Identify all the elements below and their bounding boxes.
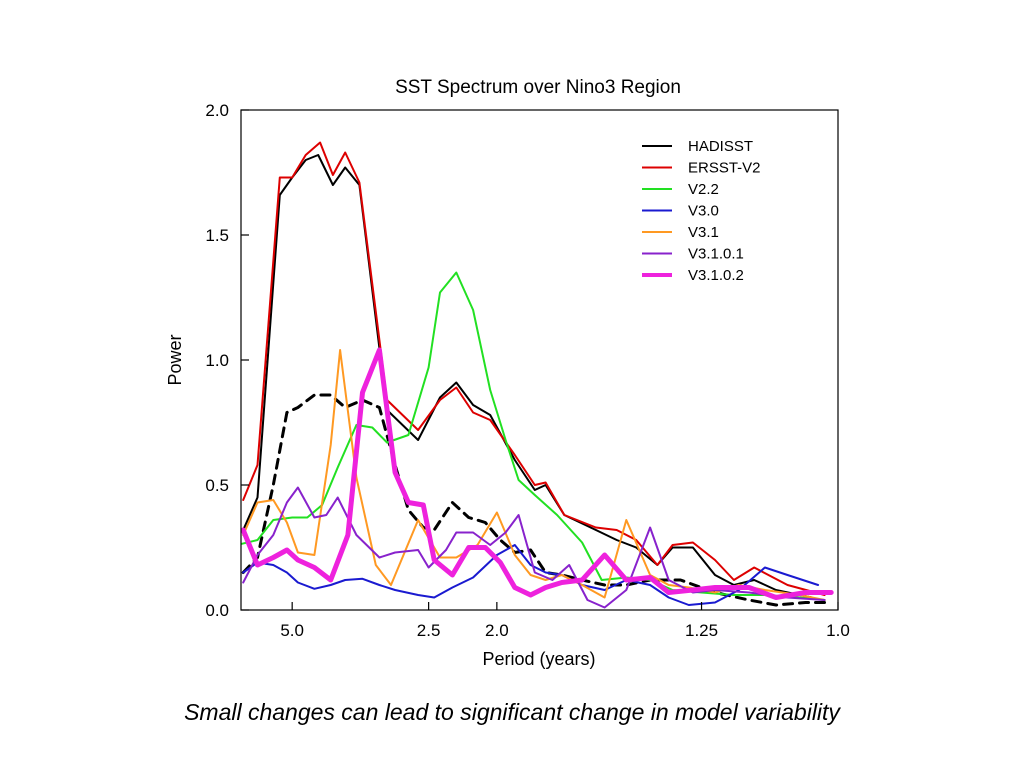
series-layer <box>241 141 834 609</box>
legend-label: V3.1 <box>688 224 719 241</box>
x-axis-label: Period (years) <box>482 649 595 669</box>
series-line-v3-0 <box>242 544 820 606</box>
legend: HADISST ERSST-V2 V2.2 V3.0 V3.1 V3.1.0.1 V3.1.… <box>642 138 761 284</box>
legend-label: ERSST-V2 <box>688 160 761 177</box>
series-line-v3-1-0-1 <box>242 486 826 609</box>
y-tick-label: 1.5 <box>205 226 229 245</box>
series-line-hadisst <box>242 154 813 599</box>
x-tick-label: 2.5 <box>417 621 441 640</box>
spectrum-chart: SST Spectrum over Nino3 Region 0.0 0.5 1.0… <box>165 77 850 669</box>
y-tick-label: 2.0 <box>205 101 229 120</box>
y-axis: 0.0 0.5 1.0 1.5 2.0 <box>205 101 249 620</box>
legend-label: V3.1.0.2 <box>688 267 744 284</box>
series-line-v3-1-0-2 <box>241 347 834 600</box>
y-tick-label: 0.0 <box>205 601 229 620</box>
plot-frame <box>240 109 839 611</box>
slide-caption: Small changes can lead to significant ch… <box>184 699 840 725</box>
x-tick-label: 1.25 <box>685 621 718 640</box>
x-tick-label: 1.0 <box>826 621 850 640</box>
legend-label: V2.2 <box>688 181 719 198</box>
legend-label: V3.0 <box>688 203 719 220</box>
chart-title: SST Spectrum over Nino3 Region <box>395 77 681 98</box>
series-line-v3-1 <box>242 349 826 601</box>
series-line-dashed-mean <box>241 393 833 607</box>
legend-label: V3.1.0.1 <box>688 246 744 263</box>
y-tick-label: 0.5 <box>205 476 229 495</box>
legend-label: HADISST <box>688 138 753 155</box>
series-line-ersst-v2 <box>242 141 826 596</box>
x-axis: 5.0 2.5 2.0 1.25 1.0 <box>280 602 850 640</box>
y-tick-label: 1.0 <box>205 351 229 370</box>
y-axis-label: Power <box>165 334 185 385</box>
x-tick-label: 5.0 <box>280 621 304 640</box>
x-tick-label: 2.0 <box>485 621 509 640</box>
